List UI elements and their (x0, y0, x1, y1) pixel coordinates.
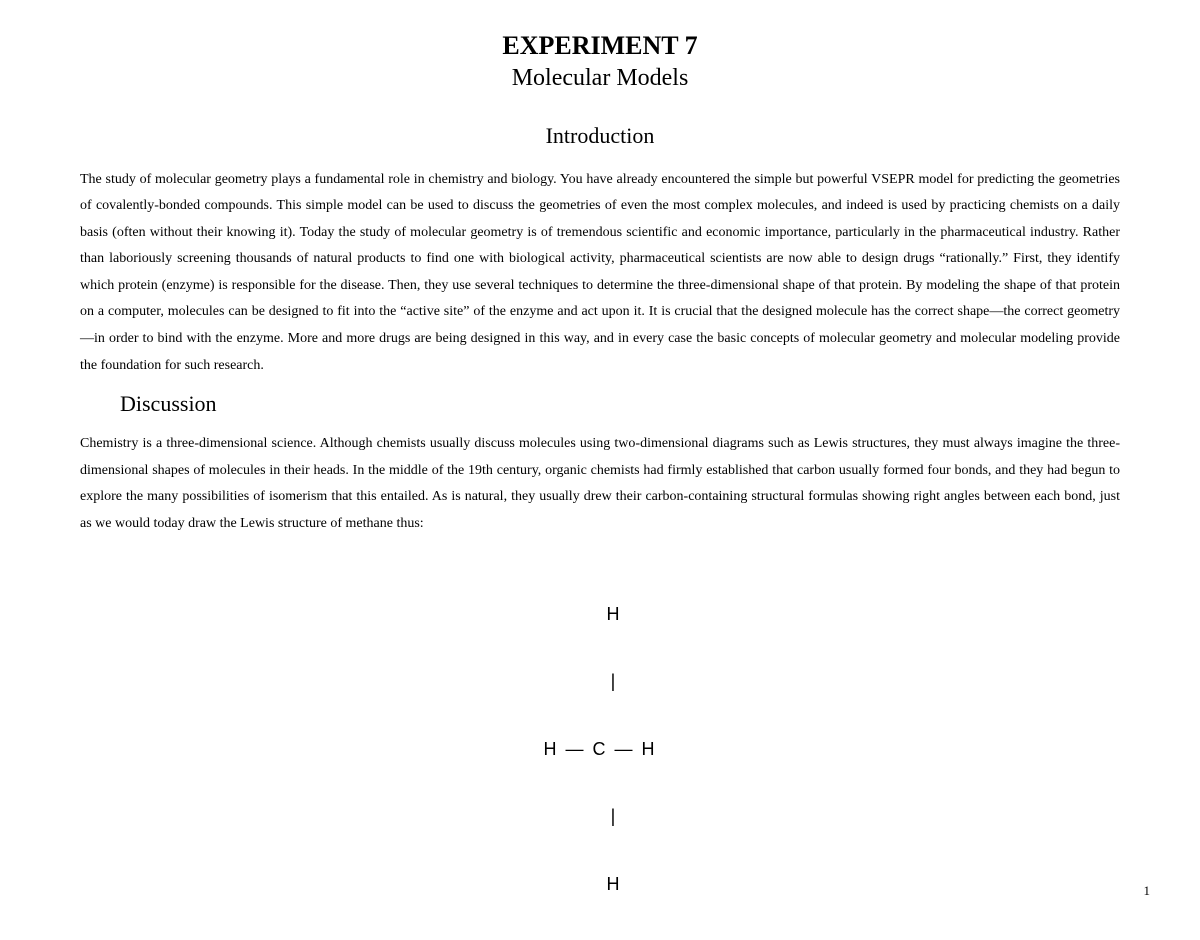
lewis-row-1: H (500, 603, 700, 626)
introduction-heading: Introduction (80, 123, 1120, 149)
title-block: EXPERIMENT 7 Molecular Models (80, 30, 1120, 93)
experiment-number: EXPERIMENT 7 (80, 30, 1120, 63)
lewis-row-5: H (500, 873, 700, 896)
discussion-heading: Discussion (120, 391, 1120, 417)
document-page: EXPERIMENT 7 Molecular Models Introducti… (0, 0, 1200, 940)
lewis-row-2: | (500, 670, 700, 693)
introduction-body: The study of molecular geometry plays a … (80, 167, 1120, 380)
page-number: 1 (1144, 883, 1151, 899)
discussion-body: Chemistry is a three-dimensional science… (80, 431, 1120, 537)
methane-lewis-structure: H | H — C — H | H (500, 558, 700, 940)
lewis-row-4: | (500, 805, 700, 828)
experiment-title: Molecular Models (80, 63, 1120, 93)
lewis-row-3: H — C — H (500, 738, 700, 761)
